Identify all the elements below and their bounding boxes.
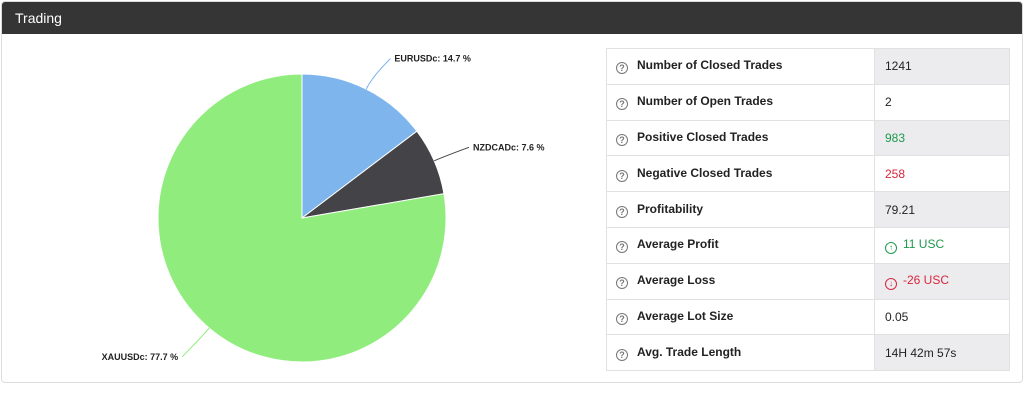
- card-header: Trading: [2, 2, 1022, 34]
- stats-table: ? Number of Closed Trades 1241 ? Number of…: [606, 48, 1010, 372]
- stat-value: 983: [885, 130, 906, 145]
- stat-label: Number of Open Trades: [637, 94, 774, 109]
- stat-label: Number of Closed Trades: [637, 58, 783, 73]
- stat-value: 79.21: [885, 202, 916, 217]
- connector-line: [434, 146, 470, 162]
- pie-slice-xauusdc[interactable]: [157, 73, 447, 363]
- stats-row: ? Number of Open Trades 2: [606, 83, 1010, 121]
- stats-row: ? Average Profit ↑ 11 USC: [606, 226, 1010, 264]
- arrow-up-circle-icon: ↑: [885, 241, 897, 254]
- stats-row: ? Negative Closed Trades 258: [606, 155, 1010, 192]
- stat-value: 0.05: [885, 309, 909, 324]
- stats-row: ? Average Lot Size 0.05: [606, 298, 1010, 335]
- connector-line: [181, 327, 210, 358]
- help-icon[interactable]: ?: [616, 62, 628, 75]
- help-icon[interactable]: ?: [616, 205, 628, 218]
- help-icon[interactable]: ?: [616, 98, 628, 111]
- trading-card: Trading EURUSDc: 14.7 % NZDCADc: 7.6 % XAU…: [1, 1, 1023, 383]
- slice-label: EURUSDc: 14.7 %: [394, 54, 471, 64]
- pie-chart-area: EURUSDc: 14.7 % NZDCADc: 7.6 % XAUUSDc: 77…: [2, 34, 602, 382]
- stats-row: ? Profitability 79.21: [606, 191, 1010, 228]
- stat-value: 2: [885, 95, 892, 110]
- stats-row: ? Positive Closed Trades 983: [606, 119, 1010, 156]
- stat-label: Average Loss: [637, 273, 716, 288]
- stat-label: Average Profit: [637, 237, 719, 252]
- slice-label: NZDCADc: 7.6 %: [473, 142, 545, 152]
- connector-line: [365, 58, 391, 90]
- stat-value: 258: [885, 166, 906, 181]
- pie-slice-eurusdc[interactable]: [301, 73, 418, 220]
- stat-value: 14H 42m 57s: [885, 345, 957, 360]
- stat-label: Profitability: [637, 201, 704, 216]
- stat-label: Avg. Trade Length: [637, 344, 742, 359]
- stat-label: Average Lot Size: [637, 308, 734, 323]
- pie-chart: EURUSDc: 14.7 % NZDCADc: 7.6 % XAUUSDc: 77…: [102, 54, 545, 363]
- stat-label: Positive Closed Trades: [637, 129, 769, 144]
- help-icon[interactable]: ?: [616, 348, 628, 361]
- stat-value: 1241: [885, 59, 912, 74]
- stat-label: Negative Closed Trades: [637, 165, 773, 180]
- help-icon[interactable]: ?: [616, 169, 628, 182]
- arrow-down-circle-icon: ↓: [885, 277, 897, 290]
- card-title: Trading: [15, 10, 62, 26]
- slice-label: XAUUSDc: 77.7 %: [102, 352, 179, 362]
- stat-value: 11 USC: [903, 236, 945, 251]
- stat-value: -26 USC: [903, 272, 950, 287]
- help-icon[interactable]: ?: [616, 241, 628, 254]
- stats-row: ? Number of Closed Trades 1241: [606, 48, 1010, 85]
- help-icon[interactable]: ?: [616, 133, 628, 146]
- stats-row: ? Average Loss ↓ -26 USC: [606, 262, 1010, 300]
- help-icon[interactable]: ?: [616, 312, 628, 325]
- help-icon[interactable]: ?: [616, 277, 628, 290]
- stats-row: ? Avg. Trade Length 14H 42m 57s: [606, 334, 1010, 371]
